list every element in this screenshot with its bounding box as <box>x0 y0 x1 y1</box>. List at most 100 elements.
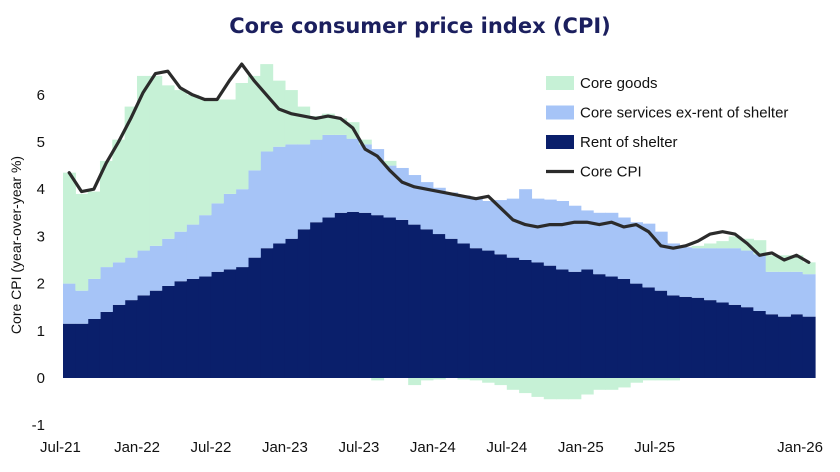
x-tick-label: Jan-25 <box>558 439 604 456</box>
services_ex_shelter-bar <box>679 247 693 297</box>
core_goods-bar <box>593 378 607 390</box>
core_goods-bar <box>617 378 631 388</box>
core_goods-bar <box>297 106 311 145</box>
core_goods-bar <box>235 83 249 190</box>
services_ex_shelter-bar <box>87 278 101 319</box>
services_ex_shelter-bar <box>371 149 385 216</box>
core_goods-bar <box>630 378 644 383</box>
rent_of_shelter-bar <box>284 238 298 378</box>
core_goods-bar <box>765 255 779 272</box>
services_ex_shelter-bar <box>383 165 397 218</box>
core_goods-bar <box>136 75 150 251</box>
series-core_goods <box>63 64 816 400</box>
legend-label: Core goods <box>580 75 658 92</box>
y-tick-label: 3 <box>37 228 45 245</box>
services_ex_shelter-bar <box>482 201 496 251</box>
rent_of_shelter-bar <box>630 283 644 378</box>
services_ex_shelter-bar <box>186 224 200 279</box>
core_goods-bar <box>173 90 187 232</box>
x-axis-ticks: Jul-21 Jan-22 Jul-22 Jan-23 Jul-23 Jan-24 Jul-… <box>40 439 823 456</box>
legend-item-rent_of_shelter: Rent of shelter <box>546 134 678 151</box>
rent_of_shelter-bar <box>198 276 212 378</box>
rent_of_shelter-bar <box>149 290 163 378</box>
core_goods-bar <box>420 378 434 381</box>
core_goods-bar <box>99 160 113 268</box>
services_ex_shelter-bar <box>309 139 323 223</box>
rent_of_shelter-bar <box>704 300 717 378</box>
rent_of_shelter-bar <box>161 285 175 378</box>
y-tick-label: -1 <box>32 417 45 434</box>
rent_of_shelter-bar <box>112 304 126 378</box>
rent_of_shelter-bar <box>260 248 274 378</box>
core_goods-bar <box>531 378 545 397</box>
services_ex_shelter-bar <box>543 199 557 266</box>
core_goods-bar <box>704 243 717 249</box>
rent_of_shelter-bar <box>667 295 680 378</box>
rent_of_shelter-bar <box>556 269 570 378</box>
core_goods-bar <box>272 80 286 147</box>
y-tick-label: 2 <box>37 276 45 293</box>
rent_of_shelter-bar <box>124 300 138 378</box>
rent_of_shelter-bar <box>617 278 631 378</box>
core_goods-bar <box>580 378 594 395</box>
services_ex_shelter-bar <box>741 250 754 308</box>
services_ex_shelter-bar <box>334 134 348 213</box>
services_ex_shelter-bar <box>112 262 126 305</box>
rent_of_shelter-bar <box>593 274 607 378</box>
services_ex_shelter-bar <box>716 248 730 303</box>
core_goods-bar <box>260 64 274 152</box>
rent_of_shelter-bar <box>297 229 311 378</box>
rent_of_shelter-bar <box>580 269 594 378</box>
core_goods-bar <box>309 116 323 140</box>
services_ex_shelter-bar <box>617 217 631 279</box>
x-tick-label: Jan-22 <box>114 439 160 456</box>
services_ex_shelter-bar <box>691 248 705 298</box>
rent_of_shelter-bar <box>210 271 224 378</box>
y-tick-label: 6 <box>37 87 45 104</box>
legend-swatch <box>546 76 574 90</box>
rent_of_shelter-bar <box>87 319 101 378</box>
core_goods-bar <box>223 99 237 194</box>
rent_of_shelter-bar <box>716 302 730 378</box>
services_ex_shelter-bar <box>432 187 446 235</box>
rent_of_shelter-bar <box>371 215 385 378</box>
rent_of_shelter-bar <box>247 257 261 378</box>
x-tick-label: Jul-22 <box>190 439 231 456</box>
rent_of_shelter-bar <box>790 314 804 378</box>
y-tick-label: 4 <box>37 181 45 198</box>
services_ex_shelter-bar <box>556 201 570 270</box>
rent_of_shelter-bar <box>543 265 557 378</box>
rent_of_shelter-bar <box>506 257 520 378</box>
core_goods-bar <box>124 106 138 258</box>
rent_of_shelter-bar <box>519 260 533 378</box>
services_ex_shelter-bar <box>124 257 138 301</box>
core_goods-bar <box>161 85 175 239</box>
services_ex_shelter-bar <box>161 238 175 286</box>
rent_of_shelter-bar <box>802 316 816 378</box>
core_goods-bar <box>519 378 533 394</box>
core_goods-bar <box>716 241 730 249</box>
services_ex_shelter-bar <box>728 248 742 305</box>
services_ex_shelter-bar <box>235 189 249 268</box>
services_ex_shelter-bar <box>223 193 237 270</box>
x-tick-label: Jul-25 <box>634 439 675 456</box>
rent_of_shelter-bar <box>272 243 286 378</box>
legend: Core goods Core services ex-rent of shelt… <box>546 75 788 181</box>
core-cpi-line <box>67 62 811 264</box>
services_ex_shelter-bar <box>346 138 360 212</box>
rent_of_shelter-bar <box>568 271 582 378</box>
services_ex_shelter-bar <box>136 250 150 296</box>
rent_of_shelter-bar <box>457 243 471 378</box>
services_ex_shelter-bar <box>321 134 335 218</box>
services_ex_shelter-bar <box>420 182 434 230</box>
rent_of_shelter-bar <box>358 212 372 378</box>
services_ex_shelter-bar <box>469 197 483 249</box>
rent_of_shelter-bar <box>186 278 200 378</box>
core_goods-bar <box>63 172 76 284</box>
core-cpi-line-group <box>67 62 811 264</box>
x-tick-label: Jan-24 <box>410 439 456 456</box>
y-axis-ticks: -1 0 1 2 3 4 5 6 <box>32 87 45 434</box>
rent_of_shelter-bar <box>778 316 791 378</box>
services_ex_shelter-bar <box>63 283 76 324</box>
services_ex_shelter-bar <box>790 271 804 315</box>
